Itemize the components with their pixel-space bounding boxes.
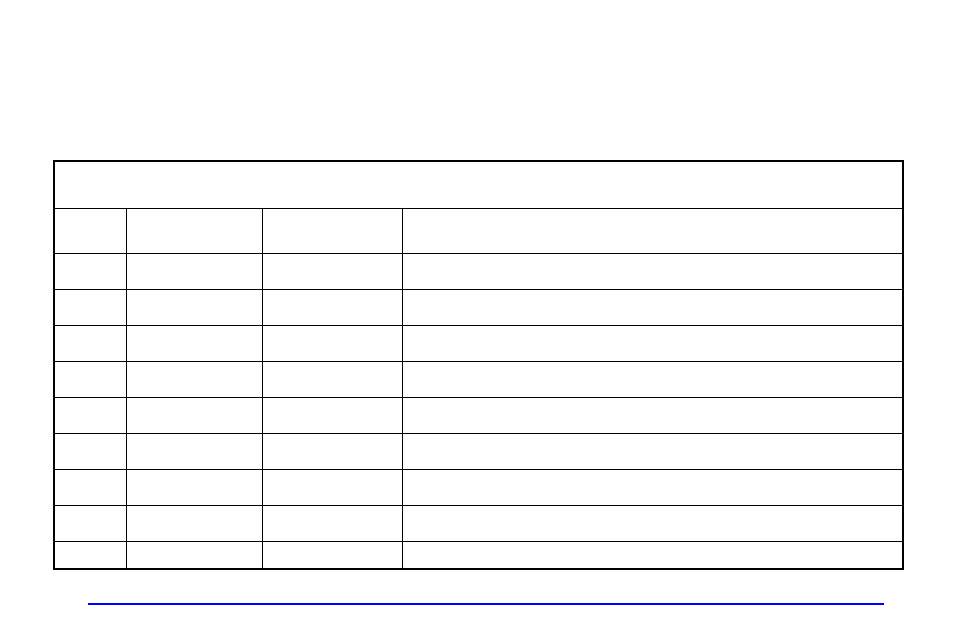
table-cell (54, 289, 127, 325)
table-cell (263, 325, 403, 361)
table-cell (263, 433, 403, 469)
table-cell (127, 289, 263, 325)
page (0, 0, 954, 636)
table-cell (402, 469, 903, 505)
table-cell (54, 325, 127, 361)
footer-rule (88, 603, 884, 605)
table-cell (263, 505, 403, 541)
table-cell (263, 208, 403, 253)
data-table (53, 160, 904, 570)
table-cell (402, 289, 903, 325)
table-cell (402, 433, 903, 469)
table-header-row (54, 161, 903, 208)
table-cell (127, 325, 263, 361)
table-cell (127, 469, 263, 505)
table-cell (127, 397, 263, 433)
table-cell (54, 469, 127, 505)
table-cell (127, 208, 263, 253)
table-cell (127, 253, 263, 289)
table-cell (263, 541, 403, 569)
table-cell (263, 397, 403, 433)
table-cell (54, 208, 127, 253)
table-cell (127, 541, 263, 569)
table-cell (402, 505, 903, 541)
table-cell (402, 541, 903, 569)
table-cell (127, 361, 263, 397)
table-cell (402, 253, 903, 289)
table-cell (263, 253, 403, 289)
table-cell (54, 397, 127, 433)
table-cell (127, 505, 263, 541)
table-cell (402, 325, 903, 361)
table-cell (263, 469, 403, 505)
table-cell (402, 397, 903, 433)
table-cell (263, 289, 403, 325)
table-cell (402, 361, 903, 397)
table-cell (127, 433, 263, 469)
table-cell (54, 541, 127, 569)
table-cell (402, 208, 903, 253)
table-cell (54, 433, 127, 469)
table-cell (54, 361, 127, 397)
table-cell (54, 505, 127, 541)
table-cell (263, 361, 403, 397)
table-cell (54, 253, 127, 289)
